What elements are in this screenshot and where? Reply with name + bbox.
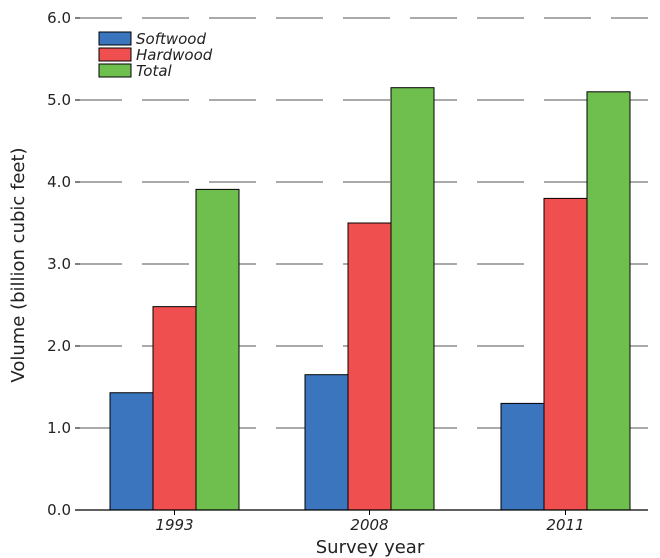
legend-label-hardwood: Hardwood: [136, 46, 213, 64]
bars: [109, 87, 631, 515]
y-tick-labels: 0.0 1.0 2.0 3.0 4.0 5.0 6.0: [47, 9, 71, 519]
y-tick-label: 0.0: [47, 501, 71, 519]
bar-hardwood-1993: [152, 306, 197, 511]
x-tick-labels: 1993 2008 2011: [155, 516, 584, 534]
y-tick-label: 4.0: [47, 173, 71, 191]
bar-hardwood-2008: [347, 222, 392, 511]
bar-softwood-1993: [109, 392, 154, 511]
bar-total-2011: [586, 91, 631, 511]
y-tick-label: 5.0: [47, 91, 71, 109]
y-tick-label: 1.0: [47, 419, 71, 437]
x-axis-title: Survey year: [316, 537, 425, 558]
x-tick-label-2011: 2011: [546, 516, 584, 534]
legend: Softwood Hardwood Total: [98, 30, 213, 80]
bar-hardwood-2011: [543, 197, 588, 511]
bar-softwood-2008: [304, 374, 349, 511]
bar-total-1993: [195, 188, 240, 511]
y-tick-label: 2.0: [47, 337, 71, 355]
x-tick-label-2008: 2008: [350, 516, 388, 534]
y-tick-label: 6.0: [47, 9, 71, 27]
legend-swatch-softwood: [98, 31, 132, 46]
legend-label-total: Total: [136, 62, 173, 80]
y-tick-label: 3.0: [47, 255, 71, 273]
legend-swatch-hardwood: [98, 47, 132, 62]
bar-softwood-2011: [500, 402, 545, 511]
y-axis-title: Volume (billion cubic feet): [8, 147, 29, 382]
bar-total-2008: [390, 87, 435, 511]
legend-label-softwood: Softwood: [136, 30, 206, 48]
x-tick-label-1993: 1993: [155, 516, 193, 534]
legend-swatch-total: [98, 63, 132, 78]
